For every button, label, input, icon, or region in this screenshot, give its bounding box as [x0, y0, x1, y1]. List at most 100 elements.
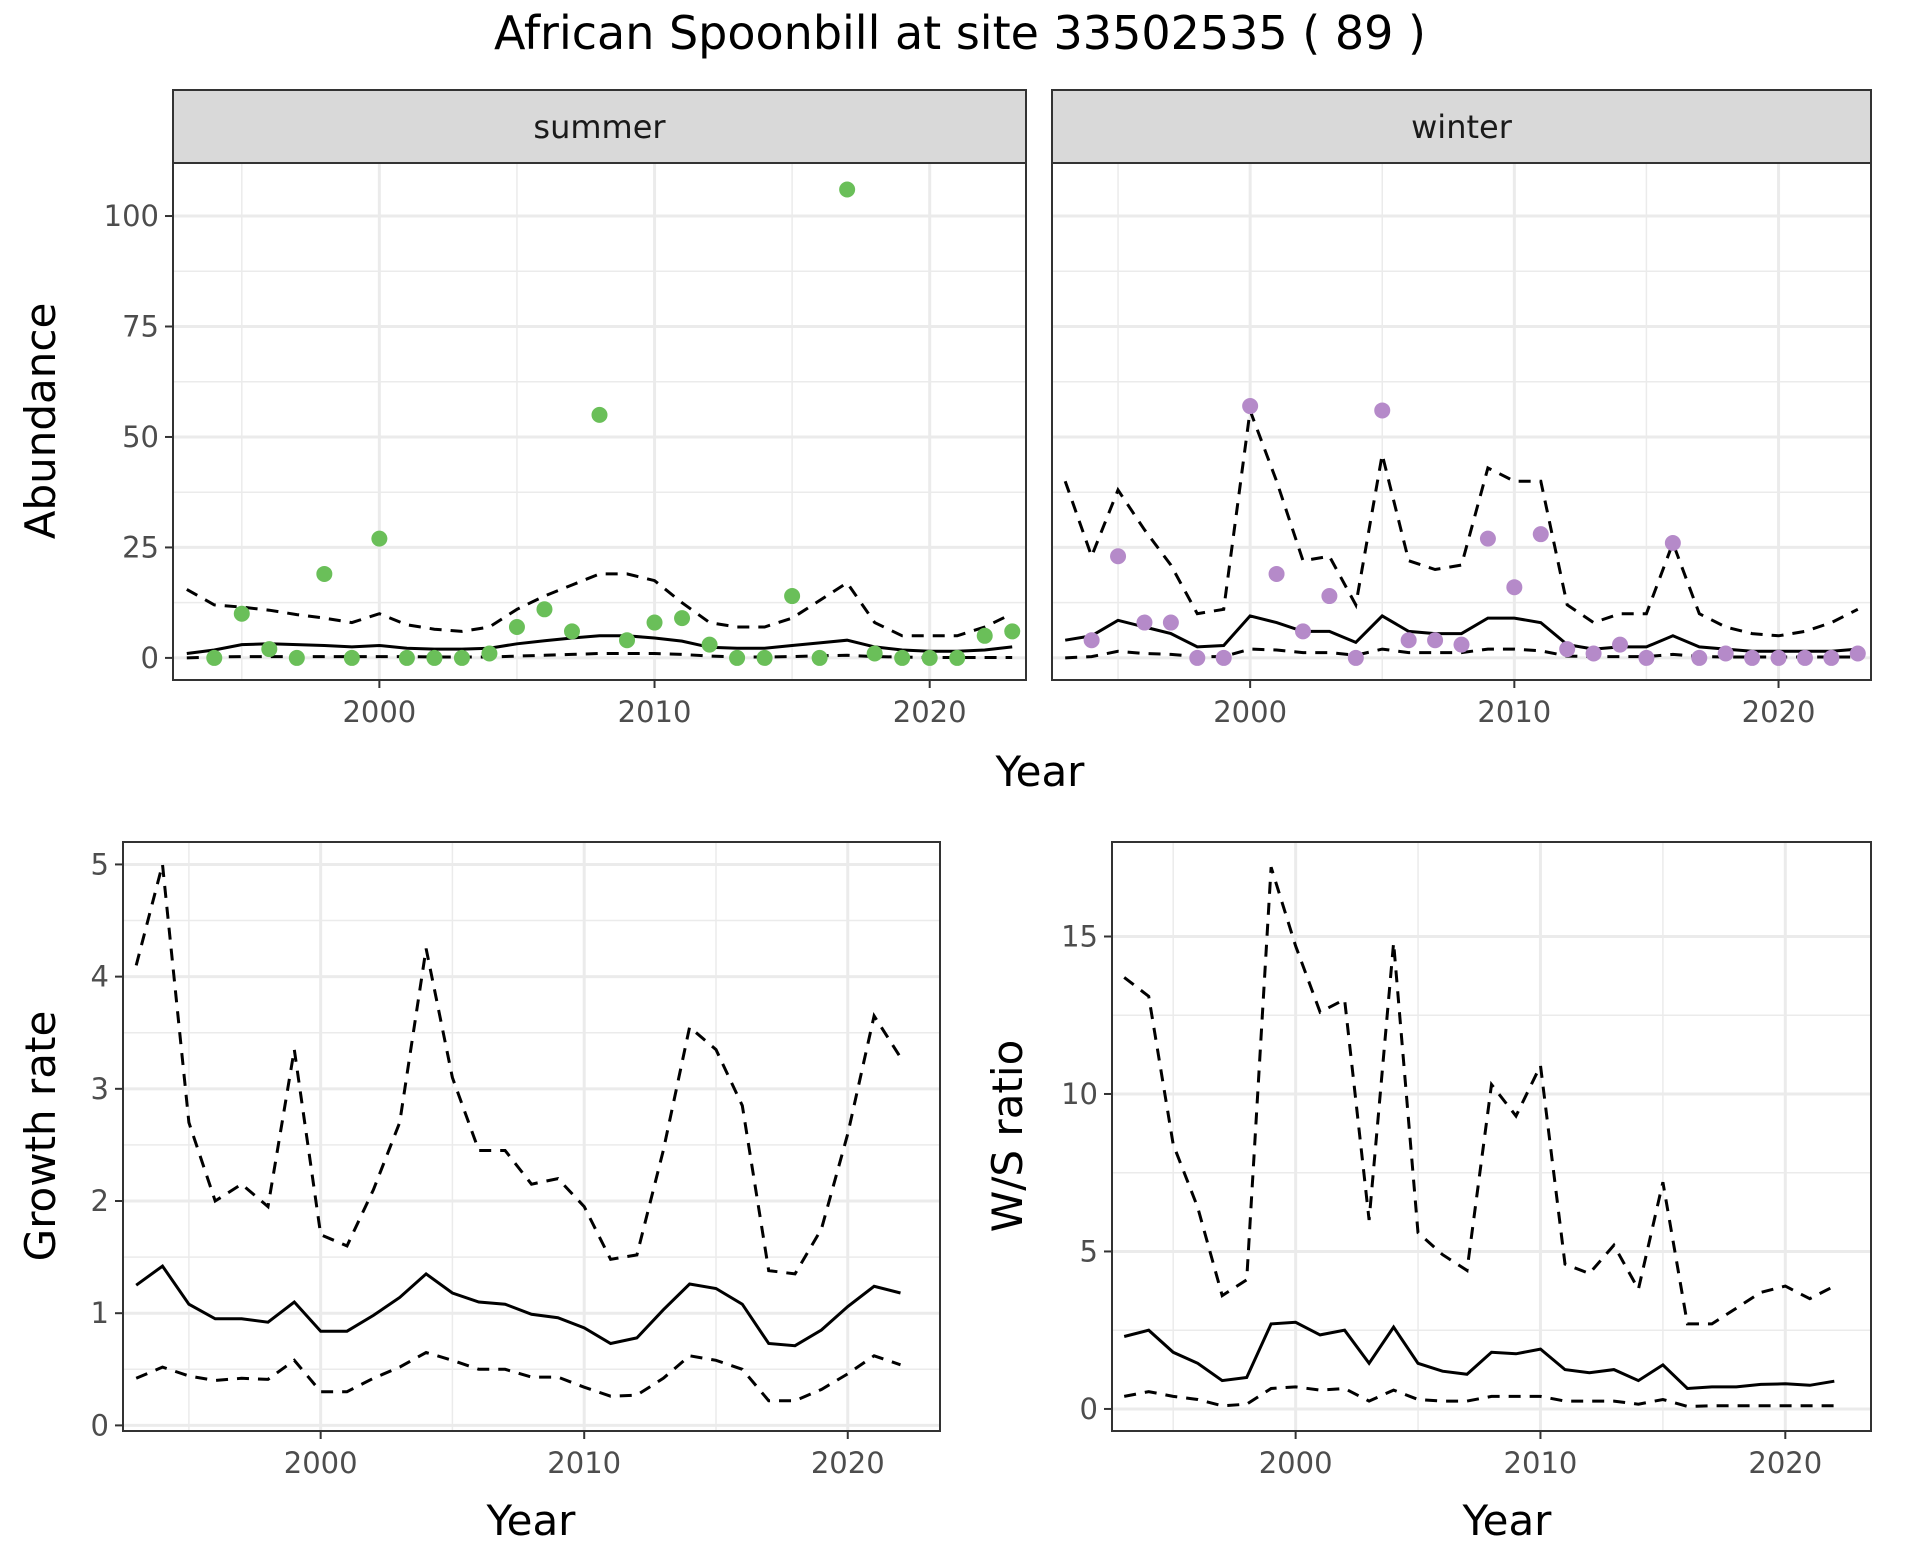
- data-point: [1559, 641, 1576, 658]
- x-tick-label: 2020: [1742, 695, 1816, 729]
- data-point: [288, 649, 305, 666]
- y-tick-label: 1: [91, 1296, 109, 1330]
- data-point: [206, 649, 223, 666]
- y-tick-label: 2: [91, 1184, 109, 1218]
- y-tick-label: 50: [122, 420, 159, 454]
- data-point: [619, 632, 636, 649]
- x-tick-label: 2010: [1477, 695, 1551, 729]
- y-tick-label: 75: [122, 309, 159, 343]
- y-tick-label: 0: [91, 1408, 109, 1442]
- estimate-line: [135, 1263, 901, 1348]
- x-tick-label: 2000: [342, 695, 416, 729]
- data-point: [591, 406, 608, 423]
- estimate-line: [1123, 1320, 1835, 1391]
- x-tick-label: 2000: [1259, 1446, 1333, 1480]
- data-point: [1189, 649, 1206, 666]
- facet-strip-label: winter: [1411, 108, 1513, 146]
- data-point: [261, 641, 278, 658]
- upper-bound-line: [186, 572, 1013, 638]
- data-point: [1400, 632, 1417, 649]
- data-point: [316, 565, 333, 582]
- data-point: [921, 649, 938, 666]
- data-point: [1004, 623, 1021, 640]
- panel-growth: 0 1 2 3 4 5 2000 2010 2020: [91, 841, 941, 1480]
- y-axis-title: Abundance: [16, 303, 65, 540]
- data-point: [1162, 614, 1179, 631]
- x-tick-label: 2020: [893, 695, 967, 729]
- data-point: [1849, 645, 1866, 662]
- data-point: [1215, 649, 1232, 666]
- figure-title: African Spoonbill at site 33502535 ( 89 …: [494, 6, 1426, 60]
- data-point: [1427, 632, 1444, 649]
- data-point: [646, 614, 663, 631]
- panel-abundance-winter: 2000 2010 2020 winter: [1051, 89, 1872, 729]
- data-point: [1532, 526, 1549, 543]
- facet-strip: [1051, 89, 1872, 164]
- data-point: [866, 645, 883, 662]
- data-point: [976, 627, 993, 644]
- facet-strip-label: summer: [533, 108, 666, 146]
- data-point: [426, 649, 443, 666]
- data-point: [1585, 645, 1602, 662]
- x-tick-label: 2000: [284, 1446, 358, 1480]
- x-tick-label: 2020: [811, 1446, 885, 1480]
- upper-bound-line: [1123, 866, 1835, 1326]
- y-axis-title: Growth rate: [16, 1011, 65, 1262]
- data-point: [839, 181, 856, 198]
- y-tick-label: 25: [122, 530, 159, 564]
- data-point: [1347, 649, 1364, 666]
- x-tick-label: 2000: [1213, 695, 1287, 729]
- data-point: [233, 605, 250, 622]
- data-point: [894, 649, 911, 666]
- data-point: [1268, 565, 1285, 582]
- panel-border: [1111, 841, 1872, 1432]
- data-point: [674, 610, 691, 627]
- data-point: [1717, 645, 1734, 662]
- x-tick-label: 2010: [618, 695, 692, 729]
- panel-border: [122, 841, 941, 1432]
- data-point: [1136, 614, 1153, 631]
- data-point: [1242, 398, 1259, 415]
- data-point: [949, 649, 966, 666]
- data-point: [1638, 649, 1655, 666]
- data-point: [1453, 636, 1470, 653]
- data-point: [1796, 649, 1813, 666]
- y-tick-label: 15: [1061, 919, 1098, 953]
- y-tick-label: 0: [1080, 1392, 1098, 1426]
- data-point: [784, 588, 801, 605]
- estimate-line: [186, 634, 1013, 655]
- data-point: [1823, 649, 1840, 666]
- lower-bound-line: [1123, 1385, 1835, 1408]
- data-point: [1374, 402, 1391, 419]
- data-point: [536, 601, 553, 618]
- y-axis-title: W/S ratio: [983, 1040, 1032, 1233]
- y-tick-label: 4: [91, 960, 109, 994]
- y-tick-label: 10: [1061, 1077, 1098, 1111]
- panel-ratio: 0 5 10 15 2000 2010 2020: [1061, 841, 1872, 1480]
- data-point: [398, 649, 415, 666]
- x-axis-title: Year: [1462, 1496, 1553, 1545]
- data-point: [1691, 649, 1708, 666]
- data-point: [563, 623, 580, 640]
- upper-bound-line: [1063, 409, 1859, 638]
- data-point: [1744, 649, 1761, 666]
- x-tick-label: 2020: [1748, 1446, 1822, 1480]
- data-point: [481, 645, 498, 662]
- lower-bound-line: [186, 652, 1013, 660]
- data-point: [508, 618, 525, 635]
- y-tick-label: 5: [91, 847, 109, 881]
- x-axis-title: Year: [995, 747, 1086, 796]
- data-point: [1321, 588, 1338, 605]
- data-point: [1506, 579, 1523, 596]
- lower-bound-line: [135, 1350, 901, 1403]
- data-point: [1083, 632, 1100, 649]
- y-tick-label: 3: [91, 1072, 109, 1106]
- data-point: [701, 636, 718, 653]
- data-point: [343, 649, 360, 666]
- y-tick-label: 5: [1080, 1234, 1098, 1268]
- data-point: [1612, 636, 1629, 653]
- y-tick-label: 0: [141, 641, 159, 675]
- facet-strip: [172, 89, 1027, 164]
- data-point: [1110, 548, 1127, 565]
